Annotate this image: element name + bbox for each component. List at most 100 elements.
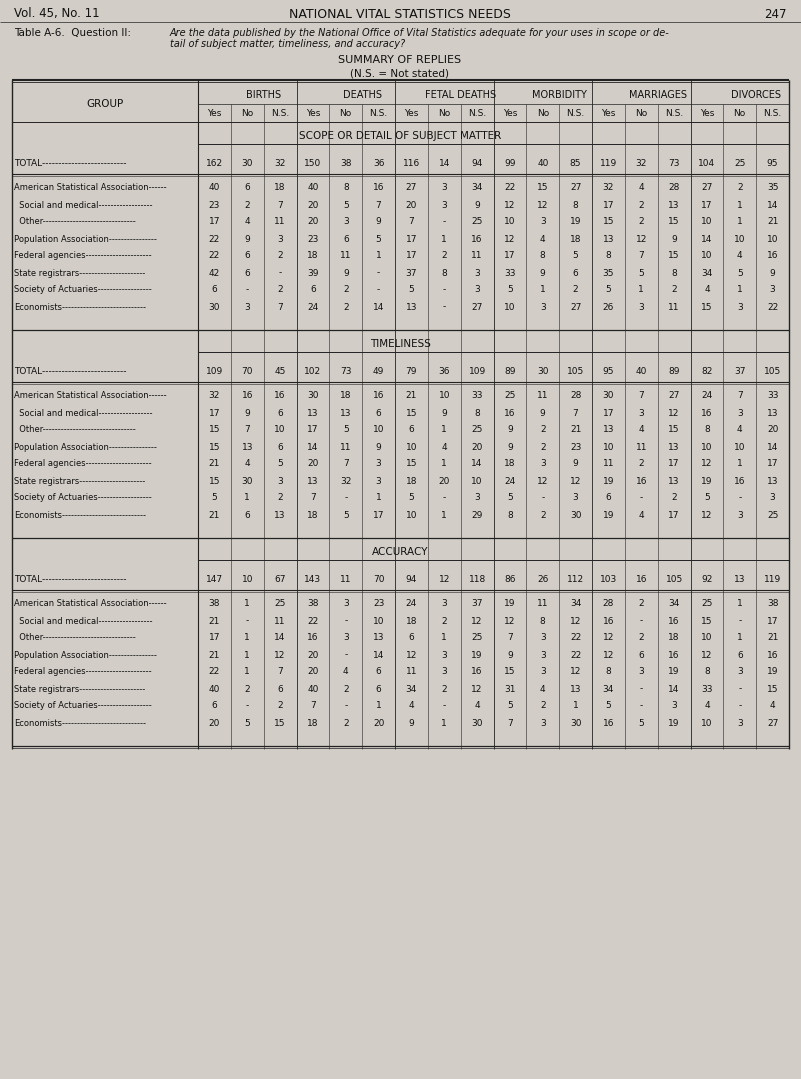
- Text: 6: 6: [244, 269, 250, 277]
- Text: 18: 18: [668, 633, 680, 642]
- Text: 13: 13: [767, 409, 779, 418]
- Text: 9: 9: [507, 425, 513, 435]
- Text: -: -: [443, 218, 446, 227]
- Text: 16: 16: [767, 651, 779, 659]
- Text: 3: 3: [540, 719, 545, 727]
- Text: MARRIAGES: MARRIAGES: [629, 90, 686, 100]
- Text: TOTAL--------------------------: TOTAL--------------------------: [14, 160, 127, 168]
- Text: Federal agencies----------------------: Federal agencies----------------------: [14, 460, 151, 468]
- Text: 11: 11: [274, 616, 286, 626]
- Text: Vol. 45, No. 11: Vol. 45, No. 11: [14, 8, 99, 21]
- Text: MORBIDITY: MORBIDITY: [532, 90, 586, 100]
- Text: 2: 2: [638, 460, 644, 468]
- Text: 5: 5: [376, 234, 381, 244]
- Text: 29: 29: [472, 510, 483, 519]
- Text: 12: 12: [570, 477, 582, 486]
- Text: 22: 22: [308, 616, 319, 626]
- Text: 21: 21: [406, 392, 417, 400]
- Text: 9: 9: [474, 201, 480, 209]
- Text: Society of Actuaries------------------: Society of Actuaries------------------: [14, 493, 151, 503]
- Text: Yes: Yes: [503, 109, 517, 119]
- Text: 18: 18: [307, 510, 319, 519]
- Text: 1: 1: [737, 633, 743, 642]
- Text: 30: 30: [602, 392, 614, 400]
- Text: 4: 4: [638, 183, 644, 192]
- Text: 14: 14: [439, 160, 450, 168]
- Text: 2: 2: [277, 701, 283, 710]
- Text: 45: 45: [275, 368, 286, 377]
- Text: 27: 27: [472, 302, 483, 312]
- Text: 15: 15: [668, 218, 680, 227]
- Text: 94: 94: [406, 575, 417, 585]
- Text: 8: 8: [606, 668, 611, 677]
- Text: 5: 5: [343, 201, 348, 209]
- Text: 8: 8: [540, 251, 545, 260]
- Text: 12: 12: [570, 616, 582, 626]
- Text: GROUP: GROUP: [87, 99, 123, 109]
- Text: 13: 13: [307, 477, 319, 486]
- Text: 2: 2: [540, 425, 545, 435]
- Text: 3: 3: [376, 477, 381, 486]
- Text: 19: 19: [668, 719, 680, 727]
- Text: 10: 10: [241, 575, 253, 585]
- Text: 15: 15: [209, 477, 220, 486]
- Text: 1: 1: [737, 600, 743, 609]
- Text: 9: 9: [441, 409, 447, 418]
- Text: 5: 5: [343, 425, 348, 435]
- Text: 3: 3: [737, 668, 743, 677]
- Text: 2: 2: [343, 684, 348, 694]
- Text: -: -: [443, 286, 446, 295]
- Text: 16: 16: [767, 251, 779, 260]
- Text: 119: 119: [600, 160, 617, 168]
- Text: 40: 40: [308, 684, 319, 694]
- Text: -: -: [739, 684, 742, 694]
- Text: 30: 30: [307, 392, 319, 400]
- Text: 13: 13: [602, 234, 614, 244]
- Text: 23: 23: [570, 442, 582, 451]
- Text: 13: 13: [767, 477, 779, 486]
- Text: 5: 5: [507, 701, 513, 710]
- Text: 33: 33: [701, 684, 713, 694]
- Text: 89: 89: [668, 368, 680, 377]
- Text: 40: 40: [209, 183, 220, 192]
- Text: 10: 10: [701, 251, 713, 260]
- Text: 247: 247: [764, 8, 787, 21]
- Text: 73: 73: [340, 368, 352, 377]
- Text: 3: 3: [737, 409, 743, 418]
- Text: 5: 5: [606, 701, 611, 710]
- Text: 24: 24: [406, 600, 417, 609]
- Text: -: -: [640, 701, 643, 710]
- Text: 17: 17: [767, 616, 779, 626]
- Text: 17: 17: [701, 201, 713, 209]
- Text: 17: 17: [668, 460, 680, 468]
- Text: Federal agencies----------------------: Federal agencies----------------------: [14, 668, 151, 677]
- Text: 2: 2: [343, 719, 348, 727]
- Text: 3: 3: [441, 600, 447, 609]
- Text: 8: 8: [441, 269, 447, 277]
- Text: 5: 5: [638, 719, 644, 727]
- Text: 89: 89: [504, 368, 516, 377]
- Text: 26: 26: [537, 575, 549, 585]
- Text: 118: 118: [469, 575, 485, 585]
- Text: 9: 9: [507, 442, 513, 451]
- Text: 21: 21: [767, 633, 779, 642]
- Text: 6: 6: [244, 251, 250, 260]
- Text: 18: 18: [504, 460, 516, 468]
- Text: 15: 15: [209, 425, 220, 435]
- Text: 2: 2: [343, 302, 348, 312]
- Text: 73: 73: [668, 160, 680, 168]
- Text: 22: 22: [505, 183, 516, 192]
- Text: Yes: Yes: [700, 109, 714, 119]
- Text: 3: 3: [540, 651, 545, 659]
- Text: 27: 27: [701, 183, 713, 192]
- Text: 17: 17: [602, 409, 614, 418]
- Text: 4: 4: [704, 286, 710, 295]
- Text: 14: 14: [701, 234, 713, 244]
- Text: -: -: [739, 701, 742, 710]
- Text: 38: 38: [767, 600, 779, 609]
- Text: 2: 2: [277, 493, 283, 503]
- Text: 70: 70: [372, 575, 384, 585]
- Text: 30: 30: [570, 719, 582, 727]
- Text: 3: 3: [376, 460, 381, 468]
- Text: -: -: [246, 701, 249, 710]
